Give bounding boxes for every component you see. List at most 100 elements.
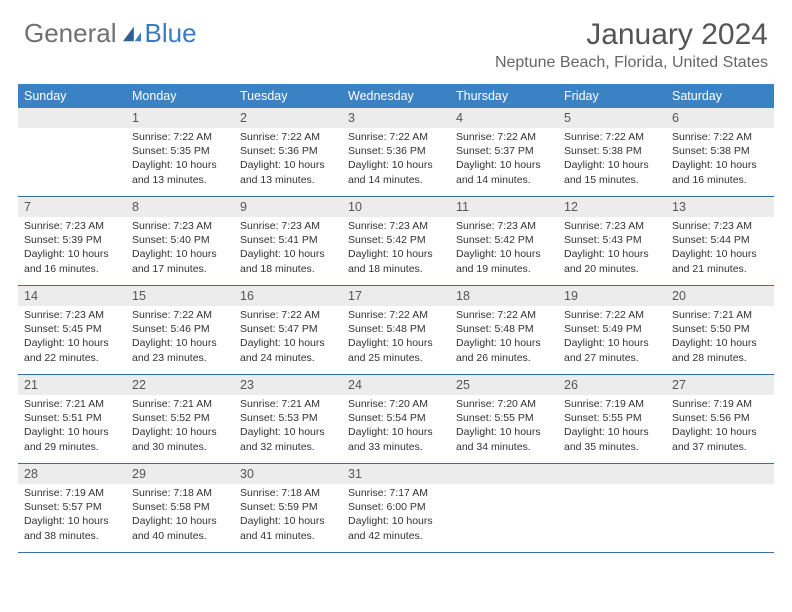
sunset-text: Sunset: 5:48 PM [348,322,444,336]
day-cell: 26Sunrise: 7:19 AMSunset: 5:55 PMDayligh… [558,375,666,463]
sunrise-text: Sunrise: 7:22 AM [240,130,336,144]
day-body [450,484,558,490]
daylight-text: Daylight: 10 hours and 42 minutes. [348,514,444,542]
day-body: Sunrise: 7:22 AMSunset: 5:47 PMDaylight:… [234,306,342,369]
week-row: 7Sunrise: 7:23 AMSunset: 5:39 PMDaylight… [18,197,774,286]
daylight-text: Daylight: 10 hours and 13 minutes. [132,158,228,186]
page-header: General Blue January 2024 Neptune Beach,… [0,0,792,76]
sunrise-text: Sunrise: 7:21 AM [240,397,336,411]
day-body: Sunrise: 7:23 AMSunset: 5:45 PMDaylight:… [18,306,126,369]
day-number: 24 [342,375,450,395]
day-cell: 9Sunrise: 7:23 AMSunset: 5:41 PMDaylight… [234,197,342,285]
sunrise-text: Sunrise: 7:23 AM [456,219,552,233]
day-cell: 2Sunrise: 7:22 AMSunset: 5:36 PMDaylight… [234,108,342,196]
sunset-text: Sunset: 5:59 PM [240,500,336,514]
day-number [558,464,666,484]
sunrise-text: Sunrise: 7:17 AM [348,486,444,500]
day-number [450,464,558,484]
day-body: Sunrise: 7:23 AMSunset: 5:41 PMDaylight:… [234,217,342,280]
weekday-header: Thursday [450,84,558,108]
day-body: Sunrise: 7:22 AMSunset: 5:46 PMDaylight:… [126,306,234,369]
logo-text-general: General [24,18,117,49]
day-body: Sunrise: 7:23 AMSunset: 5:40 PMDaylight:… [126,217,234,280]
day-body: Sunrise: 7:21 AMSunset: 5:52 PMDaylight:… [126,395,234,458]
week-row: 1Sunrise: 7:22 AMSunset: 5:35 PMDaylight… [18,108,774,197]
day-cell: 19Sunrise: 7:22 AMSunset: 5:49 PMDayligh… [558,286,666,374]
day-body: Sunrise: 7:21 AMSunset: 5:50 PMDaylight:… [666,306,774,369]
day-number: 13 [666,197,774,217]
sunrise-text: Sunrise: 7:21 AM [672,308,768,322]
day-cell [558,464,666,552]
day-body: Sunrise: 7:23 AMSunset: 5:43 PMDaylight:… [558,217,666,280]
daylight-text: Daylight: 10 hours and 26 minutes. [456,336,552,364]
sunset-text: Sunset: 5:38 PM [564,144,660,158]
sunrise-text: Sunrise: 7:22 AM [564,130,660,144]
day-cell: 12Sunrise: 7:23 AMSunset: 5:43 PMDayligh… [558,197,666,285]
sunset-text: Sunset: 5:49 PM [564,322,660,336]
day-cell: 30Sunrise: 7:18 AMSunset: 5:59 PMDayligh… [234,464,342,552]
day-cell: 10Sunrise: 7:23 AMSunset: 5:42 PMDayligh… [342,197,450,285]
sunrise-text: Sunrise: 7:19 AM [672,397,768,411]
sunrise-text: Sunrise: 7:21 AM [24,397,120,411]
location: Neptune Beach, Florida, United States [495,54,768,72]
sunset-text: Sunset: 5:55 PM [564,411,660,425]
day-cell: 7 Sunrise: 7:23 AMSunset: 5:39 PMDaylight… [18,197,126,285]
day-body: Sunrise: 7:21 AMSunset: 5:51 PMDaylight:… [18,395,126,458]
daylight-text: Daylight: 10 hours and 28 minutes. [672,336,768,364]
sunrise-text: Sunrise: 7:19 AM [24,486,120,500]
day-cell: 14Sunrise: 7:23 AMSunset: 5:45 PMDayligh… [18,286,126,374]
sunrise-text: Sunrise: 7:23 AM [348,219,444,233]
day-number: 11 [450,197,558,217]
daylight-text: Daylight: 10 hours and 18 minutes. [240,247,336,275]
day-cell: 3Sunrise: 7:22 AMSunset: 5:36 PMDaylight… [342,108,450,196]
sunrise-text: Sunrise: 7:20 AM [456,397,552,411]
month-title: January 2024 [495,18,768,52]
daylight-text: Daylight: 10 hours and 21 minutes. [672,247,768,275]
daylight-text: Daylight: 10 hours and 20 minutes. [564,247,660,275]
day-number: 4 [450,108,558,128]
day-body: Sunrise: 7:17 AMSunset: 6:00 PMDaylight:… [342,484,450,547]
daylight-text: Daylight: 10 hours and 19 minutes. [456,247,552,275]
daylight-text: Daylight: 10 hours and 38 minutes. [24,514,120,542]
sunset-text: Sunset: 5:54 PM [348,411,444,425]
sunset-text: Sunset: 5:36 PM [240,144,336,158]
sunset-text: Sunset: 5:42 PM [348,233,444,247]
sunrise-text: Sunrise: 7:18 AM [240,486,336,500]
sunrise-text: Sunrise: 7:23 AM [672,219,768,233]
sunset-text: Sunset: 5:39 PM [24,233,120,247]
day-body: Sunrise: 7:19 AMSunset: 5:55 PMDaylight:… [558,395,666,458]
day-cell: 20Sunrise: 7:21 AMSunset: 5:50 PMDayligh… [666,286,774,374]
sunrise-text: Sunrise: 7:18 AM [132,486,228,500]
weekday-header: Friday [558,84,666,108]
sunset-text: Sunset: 5:45 PM [24,322,120,336]
day-number: 7 [18,197,126,217]
title-block: January 2024 Neptune Beach, Florida, Uni… [495,18,768,72]
daylight-text: Daylight: 10 hours and 22 minutes. [24,336,120,364]
day-cell: 21Sunrise: 7:21 AMSunset: 5:51 PMDayligh… [18,375,126,463]
day-number: 3 [342,108,450,128]
daylight-text: Daylight: 10 hours and 16 minutes. [24,247,120,275]
day-cell: 15Sunrise: 7:22 AMSunset: 5:46 PMDayligh… [126,286,234,374]
sunset-text: Sunset: 6:00 PM [348,500,444,514]
sunset-text: Sunset: 5:36 PM [348,144,444,158]
day-body: Sunrise: 7:22 AMSunset: 5:36 PMDaylight:… [234,128,342,191]
day-number: 8 [126,197,234,217]
day-body [18,128,126,134]
weekday-header: Tuesday [234,84,342,108]
day-cell: 16Sunrise: 7:22 AMSunset: 5:47 PMDayligh… [234,286,342,374]
daylight-text: Daylight: 10 hours and 14 minutes. [456,158,552,186]
sunrise-text: Sunrise: 7:23 AM [24,219,120,233]
daylight-text: Daylight: 10 hours and 35 minutes. [564,425,660,453]
daylight-text: Daylight: 10 hours and 13 minutes. [240,158,336,186]
sunrise-text: Sunrise: 7:23 AM [564,219,660,233]
day-body: Sunrise: 7:18 AMSunset: 5:59 PMDaylight:… [234,484,342,547]
week-row: 28Sunrise: 7:19 AMSunset: 5:57 PMDayligh… [18,464,774,553]
day-number: 29 [126,464,234,484]
day-body: Sunrise: 7:23 AMSunset: 5:42 PMDaylight:… [342,217,450,280]
sunset-text: Sunset: 5:37 PM [456,144,552,158]
sunset-text: Sunset: 5:46 PM [132,322,228,336]
sunset-text: Sunset: 5:42 PM [456,233,552,247]
day-number: 22 [126,375,234,395]
day-body [666,484,774,490]
daylight-text: Daylight: 10 hours and 27 minutes. [564,336,660,364]
